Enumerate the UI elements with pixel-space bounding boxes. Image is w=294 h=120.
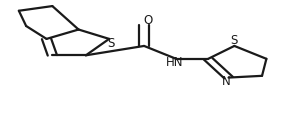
Text: S: S (231, 34, 238, 47)
Text: N: N (222, 75, 231, 88)
Text: HN: HN (166, 56, 183, 69)
Text: O: O (144, 14, 153, 27)
Text: S: S (107, 37, 114, 50)
